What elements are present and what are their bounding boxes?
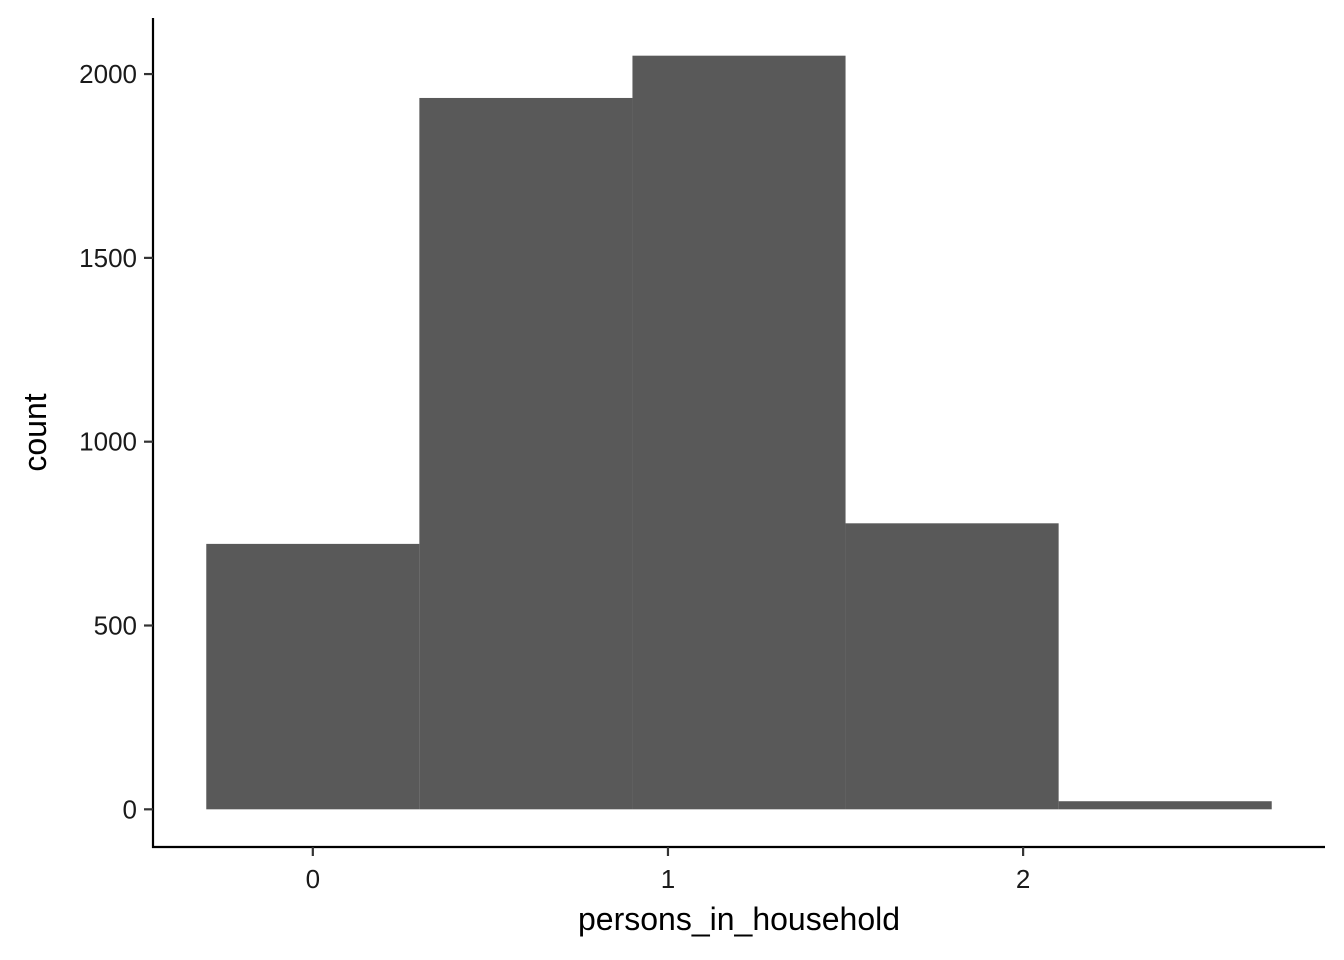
histogram-bar-2 — [632, 55, 846, 810]
x-tick-label: 2 — [1016, 864, 1030, 894]
y-axis-ticks: 0 500 1000 1500 2000 — [79, 59, 153, 824]
y-tick-label: 500 — [94, 611, 137, 641]
histogram-bar-3 — [845, 523, 1059, 810]
x-axis-title: persons_in_household — [578, 901, 900, 937]
y-tick-label: 1500 — [79, 243, 137, 273]
x-tick-label: 0 — [306, 864, 320, 894]
bars-group — [206, 55, 1272, 810]
histogram-bar-0 — [206, 543, 420, 810]
x-tick-label: 1 — [661, 864, 675, 894]
histogram-bar-4 — [1058, 801, 1272, 810]
y-tick-label: 0 — [123, 794, 137, 824]
y-tick-label: 1000 — [79, 427, 137, 457]
y-axis-title: count — [17, 393, 53, 471]
histogram-bar-1 — [419, 97, 633, 810]
y-tick-label: 2000 — [79, 59, 137, 89]
x-axis-ticks: 0 1 2 — [306, 847, 1030, 894]
